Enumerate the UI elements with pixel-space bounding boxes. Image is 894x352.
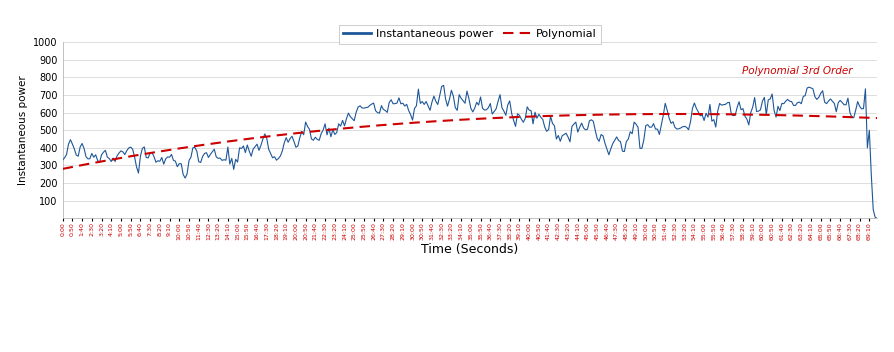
Y-axis label: Instantaneous power: Instantaneous power	[18, 75, 28, 185]
Legend: Instantaneous power, Polynomial: Instantaneous power, Polynomial	[338, 25, 601, 44]
X-axis label: Time (Seconds): Time (Seconds)	[421, 243, 518, 256]
Text: Polynomial 3rd Order: Polynomial 3rd Order	[741, 66, 852, 76]
